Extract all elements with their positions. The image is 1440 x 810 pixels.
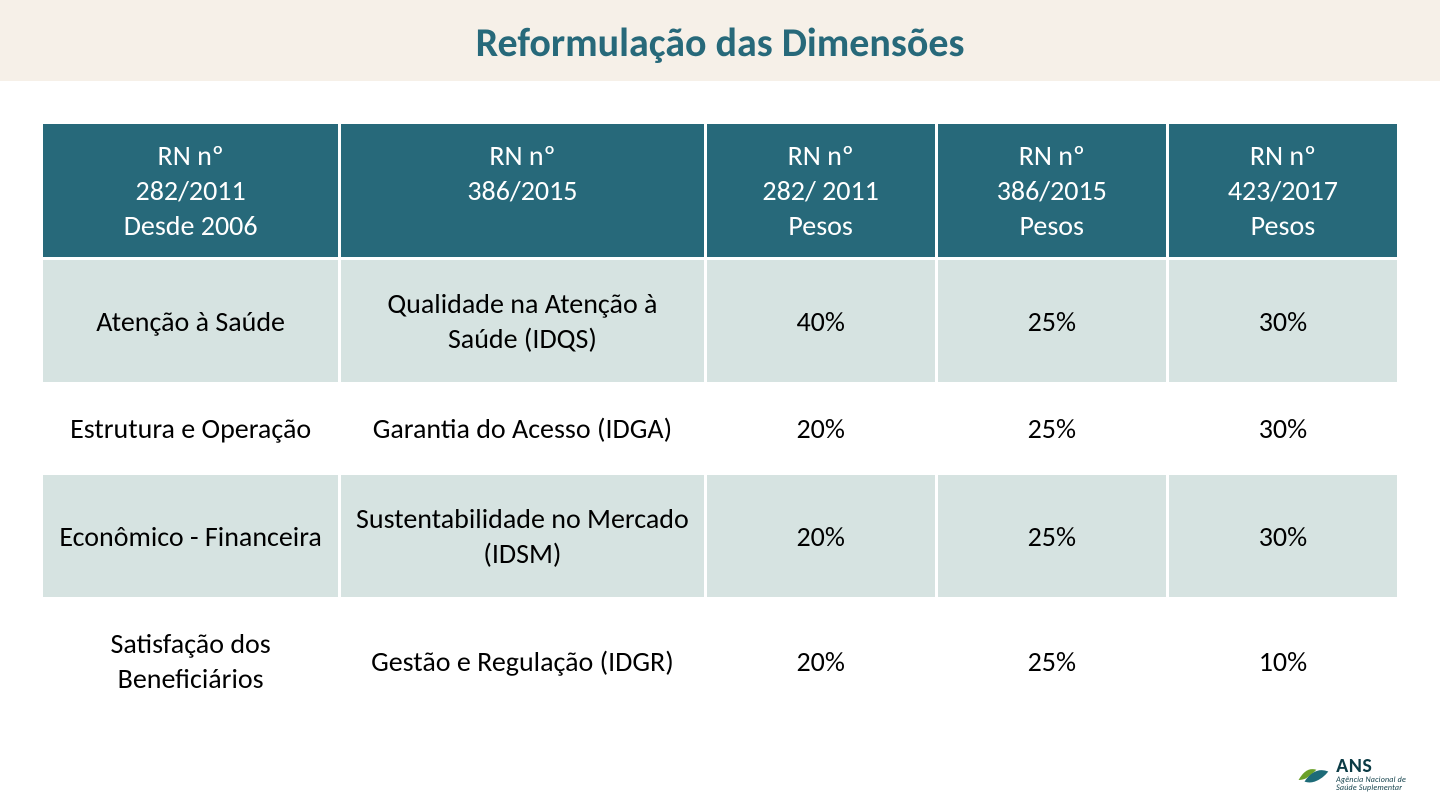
table-cell: 40% [707, 260, 935, 382]
table-row: Econômico - FinanceiraSustentabilidade n… [43, 475, 1397, 597]
table-row: Estrutura e OperaçãoGarantia do Acesso (… [43, 385, 1397, 472]
table-cell: Econômico - Financeira [43, 475, 338, 597]
table-cell: 25% [938, 475, 1166, 597]
table-cell: 30% [1169, 385, 1397, 472]
table-cell: Gestão e Regulação (IDGR) [341, 600, 703, 722]
table-cell: Sustentabilidade no Mercado (IDSM) [341, 475, 703, 597]
table-cell: 20% [707, 600, 935, 722]
col-header: RN nº282/2011Desde 2006 [43, 124, 338, 257]
col-header: RN nº282/ 2011Pesos [707, 124, 935, 257]
table-cell: Estrutura e Operação [43, 385, 338, 472]
col-header: RN nº423/2017Pesos [1169, 124, 1397, 257]
table-cell: 10% [1169, 600, 1397, 722]
dimensions-table: RN nº282/2011Desde 2006 RN nº386/2015 RN… [40, 121, 1400, 725]
table-cell: 25% [938, 385, 1166, 472]
dimensions-table-wrap: RN nº282/2011Desde 2006 RN nº386/2015 RN… [40, 121, 1400, 725]
ans-logo: ANS Agência Nacional de Saúde Suplementa… [1296, 756, 1406, 792]
table-cell: Qualidade na Atenção à Saúde (IDQS) [341, 260, 703, 382]
table-body: Atenção à SaúdeQualidade na Atenção à Sa… [43, 260, 1397, 722]
ans-logo-text: ANS Agência Nacional de Saúde Suplementa… [1336, 756, 1406, 792]
title-band: Reformulação das Dimensões [0, 0, 1440, 81]
table-cell: Garantia do Acesso (IDGA) [341, 385, 703, 472]
table-cell: 30% [1169, 475, 1397, 597]
table-cell: Satisfação dos Beneficiários [43, 600, 338, 722]
table-header-row: RN nº282/2011Desde 2006 RN nº386/2015 RN… [43, 124, 1397, 257]
table-cell: 20% [707, 385, 935, 472]
table-cell: 30% [1169, 260, 1397, 382]
ans-logo-icon [1296, 761, 1330, 787]
col-header: RN nº386/2015Pesos [938, 124, 1166, 257]
ans-subtitle-2: Saúde Suplementar [1336, 784, 1406, 792]
page-title: Reformulação das Dimensões [0, 18, 1440, 67]
table-cell: 25% [938, 600, 1166, 722]
ans-acronym: ANS [1336, 756, 1406, 776]
col-header: RN nº386/2015 [341, 124, 703, 257]
table-cell: 20% [707, 475, 935, 597]
table-row: Satisfação dos BeneficiáriosGestão e Reg… [43, 600, 1397, 722]
table-cell: 25% [938, 260, 1166, 382]
table-row: Atenção à SaúdeQualidade na Atenção à Sa… [43, 260, 1397, 382]
table-cell: Atenção à Saúde [43, 260, 338, 382]
